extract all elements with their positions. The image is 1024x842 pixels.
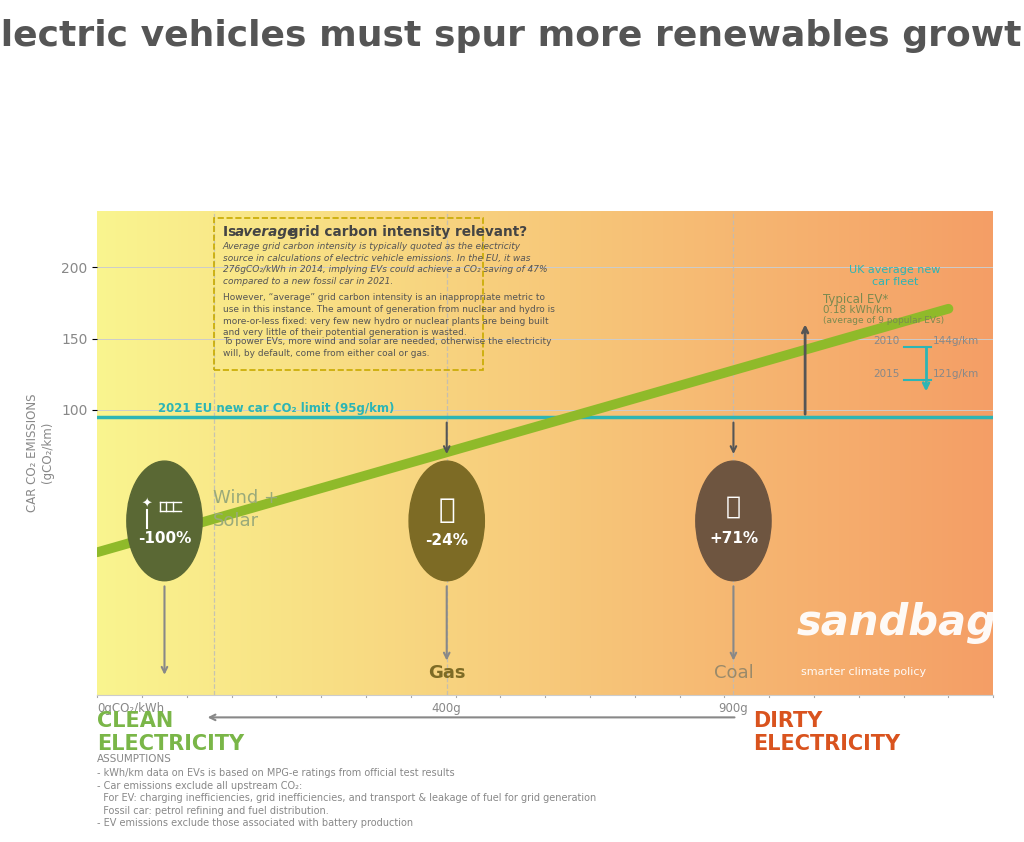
Circle shape	[127, 461, 202, 581]
Text: -24%: -24%	[425, 533, 468, 548]
Text: Typical EV*: Typical EV*	[823, 293, 888, 306]
Text: (average of 9 popular EVs): (average of 9 popular EVs)	[823, 316, 944, 325]
Text: 121g/km: 121g/km	[933, 369, 980, 379]
Text: 2015: 2015	[872, 369, 899, 379]
Text: 2021 EU new car CO₂ limit (95g/km): 2021 EU new car CO₂ limit (95g/km)	[158, 402, 394, 415]
Text: grid carbon intensity relevant?: grid carbon intensity relevant?	[284, 225, 526, 239]
Text: 144g/km: 144g/km	[933, 336, 980, 346]
Circle shape	[696, 461, 771, 581]
Text: ELECTRICITY: ELECTRICITY	[753, 734, 900, 754]
Text: 🪨: 🪨	[726, 495, 741, 519]
Text: Wind +
Solar: Wind + Solar	[213, 489, 279, 530]
Text: 2010: 2010	[872, 336, 899, 346]
Bar	[214, 217, 482, 370]
Text: For EV: charging inefficiencies, grid inefficiencies, and transport & leakage of: For EV: charging inefficiencies, grid in…	[97, 793, 597, 803]
Y-axis label: CAR CO₂ EMISSIONS
(gCO₂/km): CAR CO₂ EMISSIONS (gCO₂/km)	[27, 393, 54, 512]
Text: Average grid carbon intensity is typically quoted as the electricity
source in c: Average grid carbon intensity is typical…	[223, 242, 547, 286]
Text: car fleet: car fleet	[871, 276, 918, 286]
Text: ✦: ✦	[141, 498, 152, 510]
Text: 0gCO₂/kWh: 0gCO₂/kWh	[97, 701, 165, 715]
Text: Is: Is	[223, 225, 241, 239]
Text: Electric vehicles must spur more renewables growth: Electric vehicles must spur more renewab…	[0, 19, 1024, 52]
Text: 900g: 900g	[719, 701, 749, 715]
Text: +71%: +71%	[709, 530, 758, 546]
Text: - kWh/km data on EVs is based on MPG-e ratings from official test results: - kWh/km data on EVs is based on MPG-e r…	[97, 768, 455, 778]
Text: 🔥: 🔥	[438, 496, 455, 524]
Text: 0.18 kWh/km: 0.18 kWh/km	[823, 305, 892, 315]
Text: However, “average” grid carbon intensity is an inappropriate metric to
use in th: However, “average” grid carbon intensity…	[223, 293, 555, 338]
Text: Fossil car: petrol refining and fuel distribution.: Fossil car: petrol refining and fuel dis…	[97, 806, 329, 816]
Text: DIRTY: DIRTY	[753, 711, 822, 732]
Text: Coal: Coal	[714, 663, 754, 681]
Text: ELECTRICITY: ELECTRICITY	[97, 734, 245, 754]
Text: smarter climate policy: smarter climate policy	[801, 667, 926, 677]
Text: UK average new: UK average new	[849, 265, 940, 275]
Text: 400g: 400g	[432, 701, 462, 715]
Text: To power EVs, more wind and solar are needed, otherwise the electricity
will, by: To power EVs, more wind and solar are ne…	[223, 338, 551, 358]
Text: Gas: Gas	[428, 663, 466, 681]
Text: sandbag: sandbag	[797, 602, 996, 644]
Text: average: average	[234, 225, 297, 239]
Text: -100%: -100%	[138, 530, 191, 546]
Text: - EV emissions exclude those associated with battery production: - EV emissions exclude those associated …	[97, 818, 414, 829]
Circle shape	[409, 461, 484, 581]
Text: CLEAN: CLEAN	[97, 711, 173, 732]
Text: - Car emissions exclude all upstream CO₂:: - Car emissions exclude all upstream CO₂…	[97, 781, 302, 791]
Text: ASSUMPTIONS: ASSUMPTIONS	[97, 754, 172, 764]
